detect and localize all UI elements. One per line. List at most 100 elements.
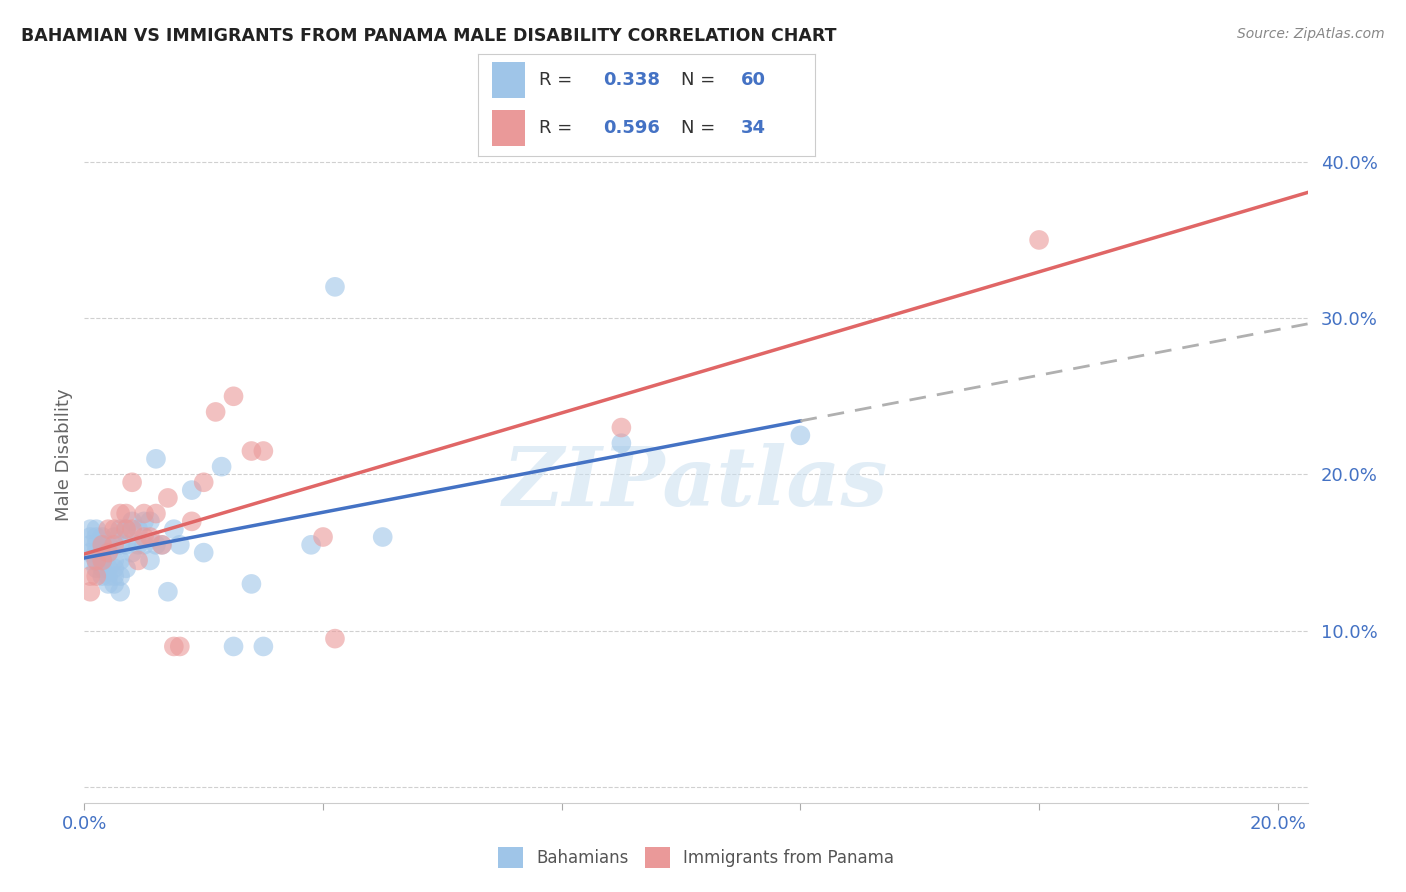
Point: [103, 577, 125, 591]
Point: [180, 514, 202, 528]
Point: [156, 491, 179, 505]
Point: [103, 538, 125, 552]
Point: [108, 584, 131, 599]
Point: [150, 538, 173, 552]
Point: [84, 569, 107, 583]
Point: [312, 530, 335, 544]
Point: [252, 640, 274, 654]
Point: [97, 546, 120, 560]
Text: 0.338: 0.338: [603, 70, 659, 88]
Point: [108, 507, 131, 521]
Point: [132, 514, 155, 528]
Point: [204, 405, 226, 419]
Point: [91, 538, 114, 552]
Point: [150, 538, 173, 552]
Point: [91, 569, 114, 583]
Text: N =: N =: [681, 70, 720, 88]
Point: [103, 561, 125, 575]
Point: [163, 640, 186, 654]
Text: R =: R =: [538, 119, 578, 136]
Point: [139, 553, 162, 567]
Point: [252, 444, 274, 458]
Point: [121, 522, 143, 536]
Point: [103, 522, 125, 536]
Point: [79, 569, 101, 583]
Point: [84, 553, 107, 567]
Point: [115, 522, 138, 536]
Point: [108, 553, 131, 567]
Point: [156, 584, 179, 599]
Text: Source: ZipAtlas.com: Source: ZipAtlas.com: [1237, 27, 1385, 41]
Point: [139, 530, 162, 544]
Point: [132, 538, 155, 552]
Point: [127, 538, 149, 552]
Point: [97, 538, 120, 552]
Point: [97, 569, 120, 583]
Point: [97, 522, 120, 536]
Point: [108, 569, 131, 583]
Point: [84, 561, 107, 575]
Point: [610, 420, 633, 434]
Point: [1028, 233, 1050, 247]
Point: [371, 530, 394, 544]
Point: [97, 577, 120, 591]
Point: [145, 538, 167, 552]
Point: [789, 428, 811, 442]
Point: [91, 538, 114, 552]
Point: [193, 475, 215, 490]
Point: [132, 530, 155, 544]
Point: [79, 522, 101, 536]
Point: [115, 522, 138, 536]
Legend: Bahamians, Immigrants from Panama: Bahamians, Immigrants from Panama: [491, 841, 901, 874]
Point: [108, 522, 131, 536]
Text: 34: 34: [741, 119, 766, 136]
Point: [222, 389, 245, 403]
Point: [97, 546, 120, 560]
Point: [115, 561, 138, 575]
Point: [299, 538, 322, 552]
Point: [127, 522, 149, 536]
Point: [103, 530, 125, 544]
Text: BAHAMIAN VS IMMIGRANTS FROM PANAMA MALE DISABILITY CORRELATION CHART: BAHAMIAN VS IMMIGRANTS FROM PANAMA MALE …: [21, 27, 837, 45]
Point: [84, 538, 107, 552]
Point: [132, 507, 155, 521]
Point: [121, 546, 143, 560]
Point: [121, 475, 143, 490]
Point: [121, 514, 143, 528]
Point: [108, 538, 131, 552]
Text: R =: R =: [538, 70, 578, 88]
Point: [115, 538, 138, 552]
Point: [145, 507, 167, 521]
Point: [91, 553, 114, 567]
Point: [91, 561, 114, 575]
Point: [211, 459, 233, 474]
Point: [169, 538, 191, 552]
Point: [91, 553, 114, 567]
Text: 0.596: 0.596: [603, 119, 659, 136]
Point: [79, 530, 101, 544]
FancyBboxPatch shape: [492, 62, 526, 97]
Point: [84, 530, 107, 544]
Point: [84, 546, 107, 560]
FancyBboxPatch shape: [492, 110, 526, 145]
Point: [79, 538, 101, 552]
Y-axis label: Male Disability: Male Disability: [55, 389, 73, 521]
Point: [323, 280, 346, 294]
Text: N =: N =: [681, 119, 720, 136]
Point: [91, 546, 114, 560]
Point: [115, 507, 138, 521]
Point: [180, 483, 202, 497]
Point: [610, 436, 633, 450]
Point: [79, 546, 101, 560]
Point: [84, 522, 107, 536]
Point: [323, 632, 346, 646]
Point: [222, 640, 245, 654]
Point: [240, 444, 263, 458]
Point: [169, 640, 191, 654]
Point: [79, 553, 101, 567]
Point: [84, 553, 107, 567]
Point: [163, 522, 186, 536]
Point: [193, 546, 215, 560]
Point: [145, 451, 167, 466]
Point: [97, 561, 120, 575]
